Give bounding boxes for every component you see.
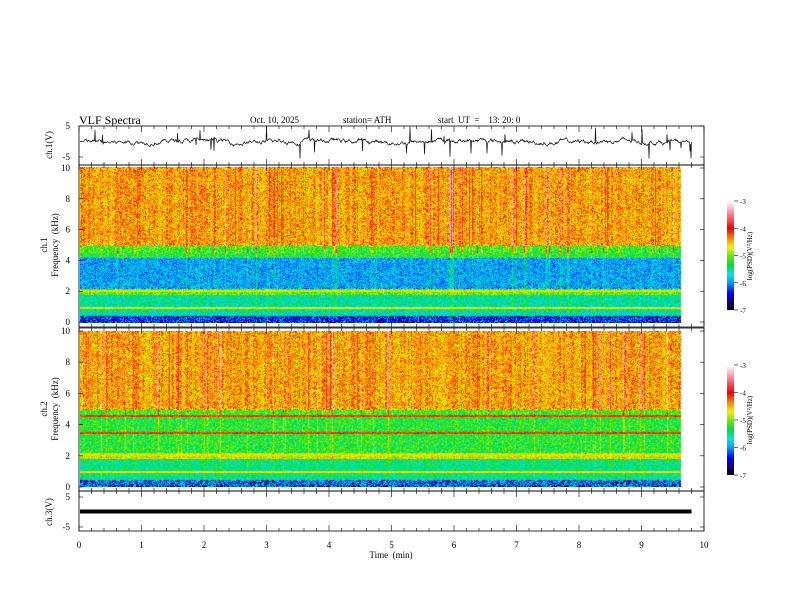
ch1-freq-tick-label: 10 [61, 163, 71, 173]
ch2-freq-tick-label: 2 [66, 451, 71, 461]
ch1-freq-tick-label: 4 [66, 255, 71, 265]
ch3-signal-line [80, 509, 692, 514]
x-tick-label: 6 [452, 540, 457, 550]
station-label: station= ATH [343, 115, 392, 125]
ch1-freq-tick-label: 0 [66, 317, 71, 327]
x-tick-label: 4 [327, 540, 332, 550]
start-ut-label: start UT = 13: 20: 0 [438, 115, 521, 125]
ch1-spectrogram [80, 167, 693, 323]
ch2-spectrogram [80, 331, 693, 487]
colorbar-tick-label: -3 [740, 362, 746, 370]
ch1-spec-ylabel: Frequency (kHz) [50, 213, 60, 276]
ch2-freq-tick-label: 6 [66, 388, 71, 398]
ch1-signal-line [79, 126, 692, 159]
colorbar-tick-label: -6 [740, 280, 746, 288]
x-tick-label: 2 [202, 540, 207, 550]
ch2-freq-tick-label: 10 [61, 326, 71, 336]
colorbar-tick-label: -7 [740, 307, 746, 315]
ch3-ts-ylabel: ch.3(V) [44, 498, 54, 526]
x-tick-label: 5 [389, 540, 394, 550]
ch2-spec-ylabel: Frequency (kHz) [50, 377, 60, 440]
x-tick-label: 7 [514, 540, 519, 550]
ch1-colorbar-label: log(PSD)(V²/Hz) [746, 231, 754, 280]
ch2-freq-tick-label: 4 [66, 420, 71, 430]
colorbar-tick-label: -7 [740, 472, 746, 480]
ch2-colorbar-label: log(PSD)(V²/Hz) [746, 395, 754, 444]
colorbar-tick-label: -6 [740, 445, 746, 453]
date-label: Oct. 10, 2025 [250, 115, 299, 125]
x-tick-label: 8 [577, 540, 582, 550]
x-tick-label: 3 [264, 540, 269, 550]
ch3-ts-tick-label: -5 [63, 522, 71, 532]
x-axis-label: Time (min) [369, 550, 412, 560]
ch2-spec-ylabel-top: ch.2 [39, 401, 49, 416]
ch1-ts-ylabel: ch.1(V) [44, 131, 54, 159]
ch1-freq-tick-label: 2 [66, 286, 71, 296]
colorbar-tick-label: -5 [740, 253, 746, 261]
ch1-ts-tick-label: -5 [63, 152, 71, 162]
ch1-freq-tick-label: 8 [66, 194, 71, 204]
ch3-ts-tick-label: 5 [66, 492, 71, 502]
colorbar-tick-label: -3 [740, 198, 746, 206]
x-tick-label: 1 [139, 540, 144, 550]
ch1-spec-ylabel-top: ch.1 [39, 237, 49, 252]
ch1-colorbar [727, 201, 734, 310]
colorbar-tick-label: -4 [740, 225, 746, 233]
colorbar-tick-label: -5 [740, 417, 746, 425]
panel-frame-2 [78, 164, 705, 328]
x-tick-label: 9 [639, 540, 644, 550]
colorbar-tick-label: -4 [740, 390, 746, 398]
x-tick-label: 10 [700, 540, 710, 550]
ch1-freq-tick-label: 6 [66, 225, 71, 235]
ch2-freq-tick-label: 8 [66, 357, 71, 367]
ch1-ts-tick-label: 5 [66, 121, 71, 131]
ch2-freq-tick-label: 0 [66, 482, 71, 492]
figure-title: VLF Spectra [79, 113, 141, 127]
x-tick-label: 0 [77, 540, 82, 550]
ch2-colorbar [727, 365, 734, 475]
panel-frame-3 [78, 327, 705, 492]
